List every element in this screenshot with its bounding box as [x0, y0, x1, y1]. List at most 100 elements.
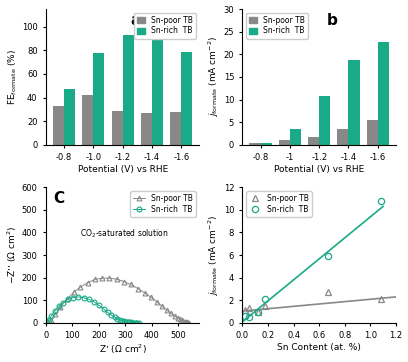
Sn-rich  TB — [44, 320, 49, 325]
Line: Sn-rich  TB: Sn-rich TB — [44, 294, 141, 325]
Legend: Sn-poor TB, Sn-rich  TB: Sn-poor TB, Sn-rich TB — [246, 191, 312, 216]
Sn-poor TB — [142, 291, 147, 295]
Sn-rich  TB — [81, 295, 86, 300]
Sn-rich  TB — [378, 199, 383, 203]
Sn-poor TB — [71, 290, 76, 295]
Bar — [319, 96, 330, 145]
Text: C: C — [53, 191, 65, 206]
Legend: Sn-poor TB, Sn-rich  TB: Sn-poor TB, Sn-rich TB — [134, 13, 195, 38]
Sn-poor TB — [255, 310, 260, 314]
Sn-poor TB — [114, 277, 119, 281]
X-axis label: Z’ (Ω cm$^{2}$): Z’ (Ω cm$^{2}$) — [99, 343, 146, 357]
X-axis label: Potential (V) vs RHE: Potential (V) vs RHE — [274, 165, 364, 174]
Sn-rich  TB — [133, 321, 138, 325]
Line: Sn-poor TB: Sn-poor TB — [242, 289, 384, 315]
Bar — [64, 89, 75, 145]
Sn-rich  TB — [126, 320, 131, 324]
Bar — [308, 137, 319, 145]
Sn-poor TB — [165, 308, 170, 313]
Sn-poor TB — [85, 281, 90, 285]
Sn-poor TB — [58, 305, 63, 309]
Sn-poor TB — [128, 282, 133, 287]
Sn-poor TB — [53, 312, 58, 316]
Sn-poor TB — [326, 290, 330, 295]
Bar — [348, 60, 359, 145]
Sn-rich  TB — [135, 321, 140, 325]
Sn-poor TB — [169, 311, 173, 316]
Sn-poor TB — [46, 320, 51, 325]
Text: a: a — [130, 13, 141, 28]
Sn-poor TB — [246, 306, 251, 310]
Sn-poor TB — [175, 316, 180, 320]
Text: b: b — [327, 13, 338, 28]
Sn-rich  TB — [61, 300, 66, 305]
Sn-poor TB — [180, 318, 184, 323]
X-axis label: Sn Content (at. %): Sn Content (at. %) — [277, 343, 361, 352]
Bar — [261, 143, 272, 145]
Line: Sn-rich  TB: Sn-rich TB — [242, 198, 384, 320]
Sn-rich  TB — [46, 318, 51, 323]
Line: Sn-poor TB: Sn-poor TB — [46, 276, 191, 325]
Bar — [93, 53, 104, 145]
Sn-rich  TB — [86, 297, 91, 302]
Bar — [53, 106, 64, 145]
Bar — [141, 113, 152, 145]
Y-axis label: $j_{\mathrm{formate}}$ (mA cm$^{-2}$): $j_{\mathrm{formate}}$ (mA cm$^{-2}$) — [206, 37, 221, 117]
Bar — [249, 143, 261, 145]
Sn-poor TB — [263, 304, 268, 308]
Bar — [367, 120, 378, 145]
Bar — [170, 112, 181, 145]
Sn-poor TB — [182, 320, 187, 324]
Sn-poor TB — [135, 286, 140, 291]
Legend: Sn-poor TB, Sn-rich  TB: Sn-poor TB, Sn-rich TB — [246, 13, 308, 38]
Bar — [378, 42, 389, 145]
Sn-poor TB — [78, 285, 83, 289]
Sn-rich  TB — [326, 254, 330, 258]
Sn-poor TB — [155, 300, 160, 304]
Sn-poor TB — [181, 319, 186, 323]
Sn-poor TB — [149, 295, 154, 299]
Sn-poor TB — [172, 314, 177, 318]
X-axis label: Potential (V) vs RHE: Potential (V) vs RHE — [78, 165, 168, 174]
Sn-rich  TB — [123, 320, 128, 324]
Sn-rich  TB — [56, 304, 61, 308]
Sn-poor TB — [243, 308, 248, 313]
Sn-rich  TB — [124, 320, 129, 324]
Sn-poor TB — [186, 321, 191, 325]
Sn-poor TB — [185, 320, 190, 325]
Sn-poor TB — [49, 317, 54, 322]
Text: CO$_{2}$-saturated solution: CO$_{2}$-saturated solution — [80, 228, 169, 240]
Sn-poor TB — [183, 320, 188, 324]
Sn-rich  TB — [65, 297, 70, 302]
Sn-poor TB — [186, 320, 191, 325]
Sn-rich  TB — [121, 319, 126, 324]
Bar — [337, 130, 348, 145]
Bar — [181, 51, 193, 145]
Sn-poor TB — [186, 320, 191, 325]
Sn-rich  TB — [263, 297, 268, 301]
Sn-rich  TB — [118, 318, 122, 322]
Sn-rich  TB — [128, 320, 133, 325]
Sn-rich  TB — [76, 295, 81, 299]
Sn-rich  TB — [112, 315, 117, 319]
Sn-rich  TB — [105, 310, 110, 315]
Sn-rich  TB — [96, 303, 101, 307]
Sn-rich  TB — [115, 317, 120, 321]
Y-axis label: FE$_{\mathrm{formate}}$ (%): FE$_{\mathrm{formate}}$ (%) — [7, 49, 19, 105]
Y-axis label: $j_{\mathrm{formate}}$ (mA cm$^{-2}$): $j_{\mathrm{formate}}$ (mA cm$^{-2}$) — [206, 215, 221, 295]
Sn-rich  TB — [127, 320, 132, 325]
Sn-poor TB — [93, 277, 98, 282]
Sn-rich  TB — [92, 300, 97, 304]
Bar — [111, 110, 123, 145]
Sn-rich  TB — [52, 309, 57, 313]
Sn-rich  TB — [71, 295, 75, 300]
Sn-poor TB — [160, 304, 165, 308]
Bar — [279, 140, 290, 145]
Sn-poor TB — [184, 320, 188, 324]
Sn-rich  TB — [49, 314, 54, 318]
Sn-rich  TB — [129, 320, 134, 325]
Y-axis label: −Z’’ (Ω cm$^{2}$): −Z’’ (Ω cm$^{2}$) — [6, 226, 19, 284]
Text: d: d — [250, 191, 261, 206]
Sn-poor TB — [107, 276, 112, 280]
Sn-rich  TB — [136, 321, 141, 325]
